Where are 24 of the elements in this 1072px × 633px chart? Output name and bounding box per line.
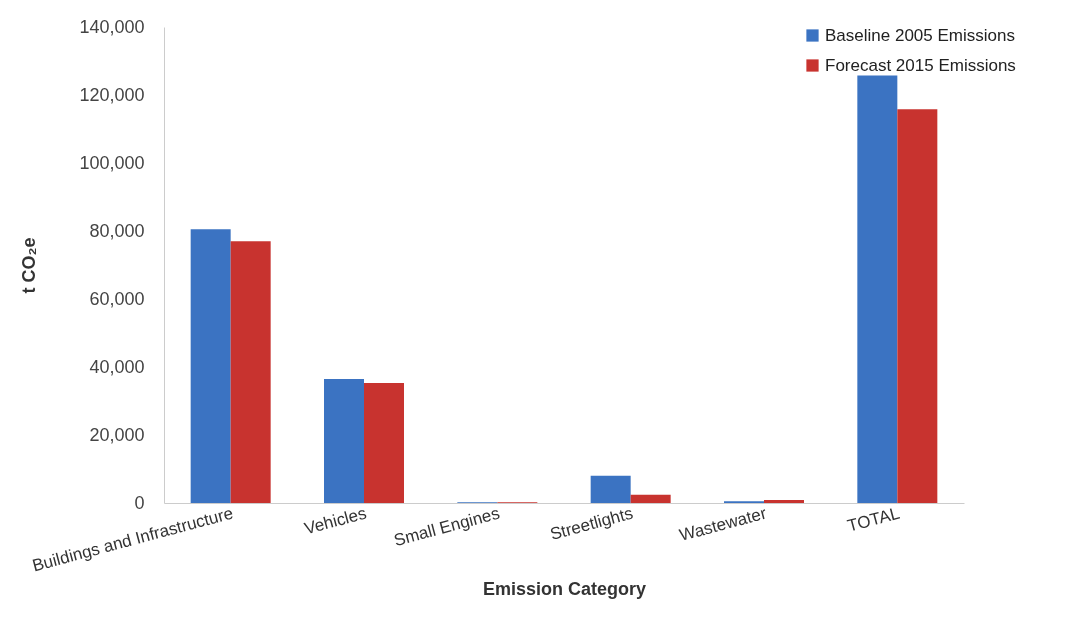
bar — [897, 109, 938, 503]
bar — [590, 475, 631, 503]
bar — [857, 75, 898, 503]
bar — [364, 382, 404, 503]
bar — [630, 494, 671, 503]
x-axis-title: Emission Category — [482, 578, 647, 599]
x-tick-label: Vehicles — [302, 503, 369, 539]
legend-label: Baseline 2005 Emissions — [825, 25, 1015, 45]
y-tick-label: 20,000 — [89, 424, 145, 445]
bar — [764, 499, 804, 503]
x-tick-label: TOTAL — [845, 503, 902, 536]
x-tick-label: Small Engines — [391, 503, 502, 551]
y-tick-label: 40,000 — [89, 356, 145, 377]
y-axis-title: t CO₂e — [19, 237, 40, 294]
y-tick-label: 80,000 — [89, 220, 145, 241]
bar — [324, 378, 364, 503]
y-tick-label: 120,000 — [79, 84, 145, 105]
y-tick-label: 100,000 — [79, 152, 145, 173]
bar — [190, 229, 231, 503]
y-tick-label: 60,000 — [89, 288, 145, 309]
y-tick-label: 140,000 — [79, 16, 145, 37]
bar — [230, 241, 271, 503]
y-tick-label: 0 — [134, 492, 145, 513]
legend-label: Forecast 2015 Emissions — [825, 55, 1016, 75]
